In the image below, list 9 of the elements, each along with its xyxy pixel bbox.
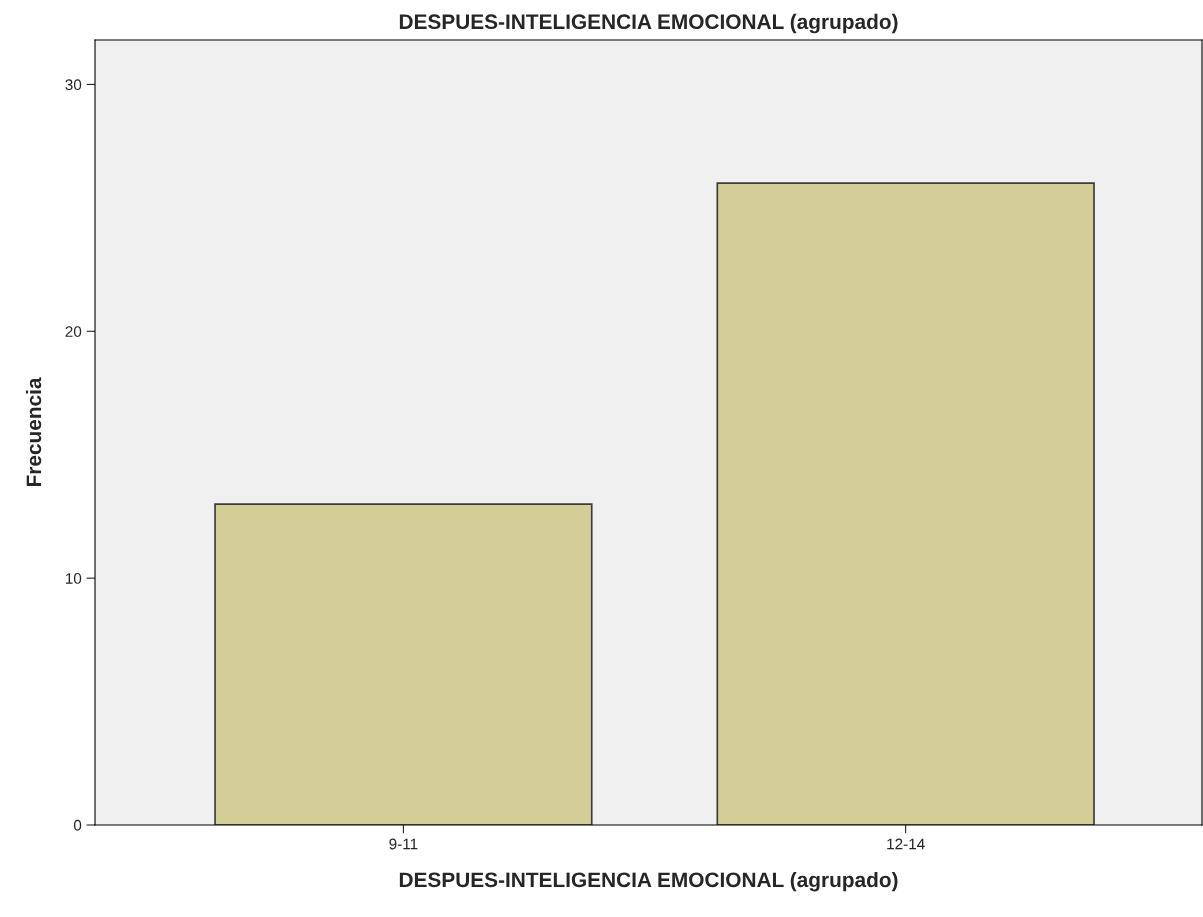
y-tick-label: 30 (65, 79, 82, 91)
x-axis-title: DESPUES-INTELIGENCIA EMOCIONAL (agrupado) (399, 871, 898, 892)
x-tick-label: 12-14 (887, 838, 925, 850)
y-tick-label: 0 (73, 819, 82, 831)
y-tick-label: 20 (65, 326, 82, 337)
x-tick-label: 9-11 (389, 838, 418, 850)
y-tick-label: 10 (65, 573, 82, 584)
chart-title: DESPUES-INTELIGENCIA EMOCIONAL (agrupado) (399, 13, 898, 34)
y-axis-title: Frecuencia (25, 377, 42, 487)
